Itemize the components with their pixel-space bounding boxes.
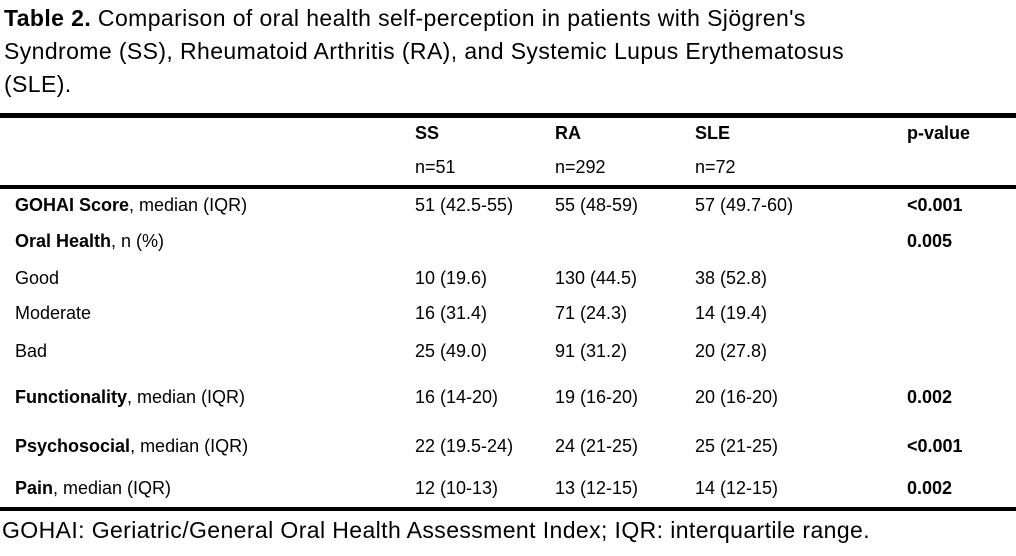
row-label: GOHAI Score, median (IQR) [15, 195, 248, 215]
cell-pvalue: <0.001 [907, 436, 963, 456]
cell-pvalue: 0.005 [907, 231, 953, 251]
cell-ss: 16 (31.4) [415, 303, 488, 323]
table-row-psychosocial: Psychosocial, median (IQR) 22 (19.5-24) … [0, 423, 1016, 471]
caption-table-number: Table 2. [4, 5, 92, 31]
cell-ra: 55 (48-59) [555, 195, 639, 215]
header-col-pvalue: p-value [907, 123, 971, 144]
header-empty-cell [0, 116, 400, 150]
cell-ra: 13 (12-15) [555, 478, 639, 498]
table-row-bad: Bad 25 (49.0) 91 (31.2) 20 (27.8) [0, 331, 1016, 373]
row-label: Moderate [15, 303, 92, 323]
cell-ra: 130 (44.5) [555, 268, 638, 288]
cell-sle: 20 (16-20) [695, 387, 779, 407]
header-n-ss: n=51 [400, 149, 540, 189]
cell-pvalue: 0.002 [907, 387, 953, 407]
row-label: Bad [15, 341, 48, 361]
header-col-ra: RA [555, 123, 581, 144]
table-header: SS RA SLE p-value n=51 n=292 n=72 [0, 116, 1016, 189]
cell-sle: 14 (19.4) [695, 303, 768, 323]
cell-ss: 51 (42.5-55) [415, 195, 514, 215]
comparison-table: SS RA SLE p-value n=51 n=292 n=72 GOHAI … [0, 113, 1016, 511]
cell-ra: 24 (21-25) [555, 436, 639, 456]
cell-pvalue [892, 331, 1016, 373]
cell-ra: 91 (31.2) [555, 341, 628, 361]
caption-line-2: Syndrome (SS), Rheumatoid Arthritis (RA)… [4, 38, 845, 64]
caption-line-3: (SLE). [4, 71, 72, 97]
cell-pvalue: <0.001 [907, 195, 963, 215]
header-n-pvalue [892, 149, 1016, 189]
cell-sle [680, 223, 892, 261]
table-row-moderate: Moderate 16 (31.4) 71 (24.3) 14 (19.4) [0, 297, 1016, 331]
cell-ra: 71 (24.3) [555, 303, 628, 323]
cell-ss: 22 (19.5-24) [415, 436, 514, 456]
cell-sle: 38 (52.8) [695, 268, 768, 288]
table-row-gohai-score: GOHAI Score, median (IQR) 51 (42.5-55) 5… [0, 187, 1016, 223]
cell-ra: 19 (16-20) [555, 387, 639, 407]
row-label: Pain, median (IQR) [15, 478, 172, 498]
header-n-row: n=51 n=292 n=72 [0, 149, 1016, 189]
header-col-ss: SS [415, 123, 440, 144]
table-footnote: GOHAI: Geriatric/General Oral Health Ass… [2, 516, 871, 543]
header-n-sle: n=72 [680, 149, 892, 189]
cell-sle: 57 (49.7-60) [695, 195, 794, 215]
cell-pvalue [892, 261, 1016, 297]
header-col-sle: SLE [695, 123, 731, 144]
table-row-good: Good 10 (19.6) 130 (44.5) 38 (52.8) [0, 261, 1016, 297]
row-label: Psychosocial, median (IQR) [15, 436, 249, 456]
table-row-oral-health: Oral Health, n (%) 0.005 [0, 223, 1016, 261]
cell-ss: 10 (19.6) [415, 268, 488, 288]
cell-sle: 25 (21-25) [695, 436, 779, 456]
table-row-functionality: Functionality, median (IQR) 16 (14-20) 1… [0, 373, 1016, 423]
header-group-row: SS RA SLE p-value [0, 116, 1016, 150]
cell-pvalue: 0.002 [907, 478, 953, 498]
header-empty-cell [0, 149, 400, 189]
cell-sle: 14 (12-15) [695, 478, 779, 498]
row-label: Oral Health, n (%) [15, 231, 165, 251]
cell-ss [400, 223, 540, 261]
cell-sle: 20 (27.8) [695, 341, 768, 361]
header-n-ra: n=292 [540, 149, 680, 189]
cell-ss: 12 (10-13) [415, 478, 499, 498]
cell-ss: 16 (14-20) [415, 387, 499, 407]
cell-ss: 25 (49.0) [415, 341, 488, 361]
caption-line-1: Table 2. Comparison of oral health self-… [4, 2, 1012, 35]
table-body: GOHAI Score, median (IQR) 51 (42.5-55) 5… [0, 187, 1016, 509]
row-label: Good [15, 268, 60, 288]
cell-ra [540, 223, 680, 261]
cell-pvalue [892, 297, 1016, 331]
caption-text: Comparison of oral health self-perceptio… [91, 5, 806, 31]
row-label: Functionality, median (IQR) [15, 387, 246, 407]
table-row-pain: Pain, median (IQR) 12 (10-13) 13 (12-15)… [0, 471, 1016, 509]
table-caption: Table 2. Comparison of oral health self-… [0, 0, 1016, 101]
